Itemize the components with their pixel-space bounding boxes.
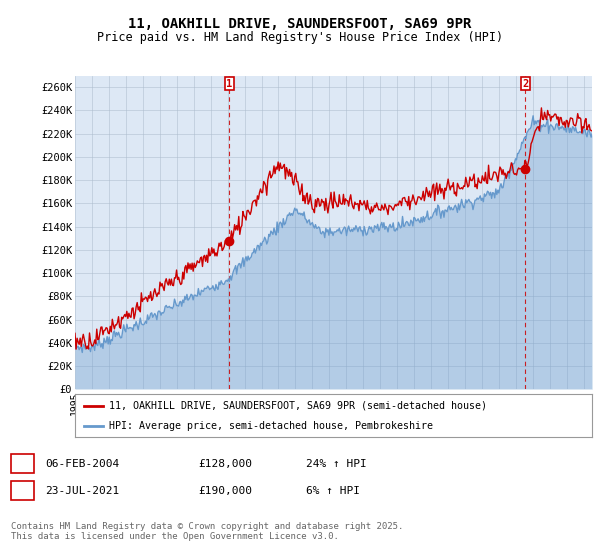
Text: 2: 2 (522, 79, 529, 88)
Text: 6% ↑ HPI: 6% ↑ HPI (306, 486, 360, 496)
Text: 23-JUL-2021: 23-JUL-2021 (45, 486, 119, 496)
Text: Contains HM Land Registry data © Crown copyright and database right 2025.
This d: Contains HM Land Registry data © Crown c… (11, 522, 403, 542)
Text: 11, OAKHILL DRIVE, SAUNDERSFOOT, SA69 9PR (semi-detached house): 11, OAKHILL DRIVE, SAUNDERSFOOT, SA69 9P… (109, 401, 487, 410)
Text: 06-FEB-2004: 06-FEB-2004 (45, 459, 119, 469)
Text: 2: 2 (19, 486, 26, 496)
Text: HPI: Average price, semi-detached house, Pembrokeshire: HPI: Average price, semi-detached house,… (109, 421, 433, 431)
Text: £128,000: £128,000 (198, 459, 252, 469)
Text: 11, OAKHILL DRIVE, SAUNDERSFOOT, SA69 9PR: 11, OAKHILL DRIVE, SAUNDERSFOOT, SA69 9P… (128, 17, 472, 31)
Text: Price paid vs. HM Land Registry's House Price Index (HPI): Price paid vs. HM Land Registry's House … (97, 31, 503, 44)
Text: 24% ↑ HPI: 24% ↑ HPI (306, 459, 367, 469)
Text: 1: 1 (19, 459, 26, 469)
Text: £190,000: £190,000 (198, 486, 252, 496)
Text: 1: 1 (226, 79, 232, 88)
